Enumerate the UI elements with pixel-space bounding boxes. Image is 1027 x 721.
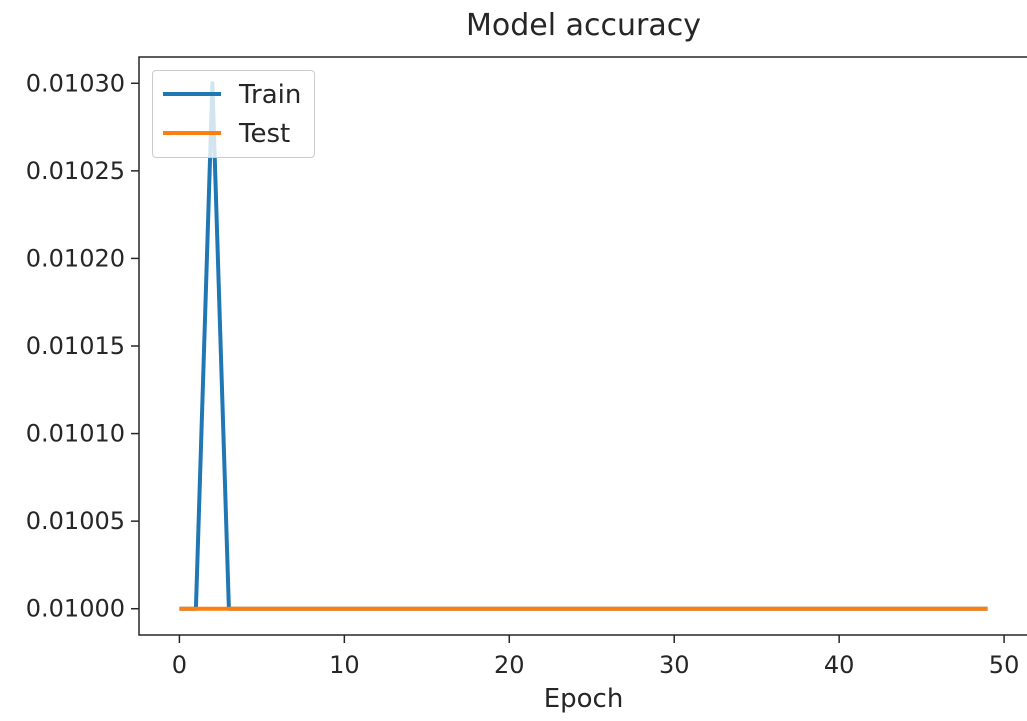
x-tick-label: 0 (172, 651, 187, 679)
legend-label-test: Test (239, 119, 291, 149)
legend: Train Test (152, 70, 315, 158)
x-tick-label: 50 (989, 651, 1020, 679)
y-tick-label: 0.01025 (26, 157, 125, 185)
x-axis: 0 10 20 30 40 50 (172, 635, 1020, 679)
legend-item-train: Train (153, 77, 316, 111)
y-tick-label: 0.01005 (26, 507, 125, 535)
y-tick-label: 0.01015 (26, 332, 125, 360)
y-tick-label: 0.01000 (26, 595, 125, 623)
y-tick-label: 0.01020 (26, 244, 125, 272)
x-tick-label: 10 (329, 651, 360, 679)
y-axis: 0.01000 0.01005 0.01010 0.01015 0.01020 0.010… (26, 69, 139, 623)
y-tick-label: 0.01030 (26, 69, 125, 97)
legend-label-train: Train (239, 80, 302, 110)
x-tick-label: 30 (659, 651, 690, 679)
legend-item-test: Test (153, 116, 316, 150)
series-layer (179, 81, 988, 611)
legend-swatch-test (163, 131, 221, 135)
y-tick-label: 0.01010 (26, 420, 125, 448)
chart-title: Model accuracy (466, 8, 701, 43)
legend-swatch-train (163, 92, 221, 96)
x-tick-label: 20 (494, 651, 525, 679)
x-axis-label: Epoch (543, 684, 624, 714)
x-tick-label: 40 (824, 651, 855, 679)
